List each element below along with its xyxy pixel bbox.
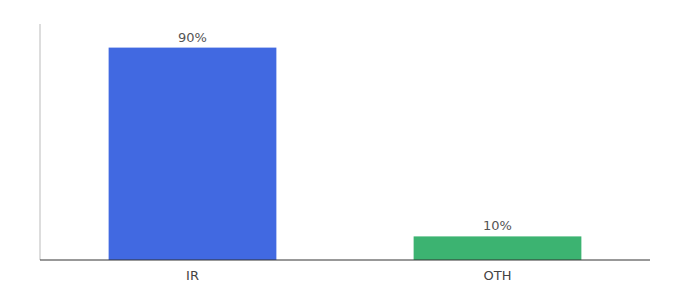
chart-container: IR OTH 90% 10% — [0, 0, 680, 300]
x-tick-label: IR — [186, 268, 199, 283]
y-axis-line — [40, 24, 41, 260]
data-label: 90% — [178, 30, 207, 45]
data-label: 10% — [483, 218, 512, 233]
chart: IR OTH 90% 10% — [0, 0, 680, 300]
x-tick-label: OTH — [484, 268, 512, 283]
bar — [414, 236, 582, 260]
bar — [109, 48, 277, 260]
bars — [109, 48, 582, 260]
x-axis-line — [40, 260, 650, 261]
